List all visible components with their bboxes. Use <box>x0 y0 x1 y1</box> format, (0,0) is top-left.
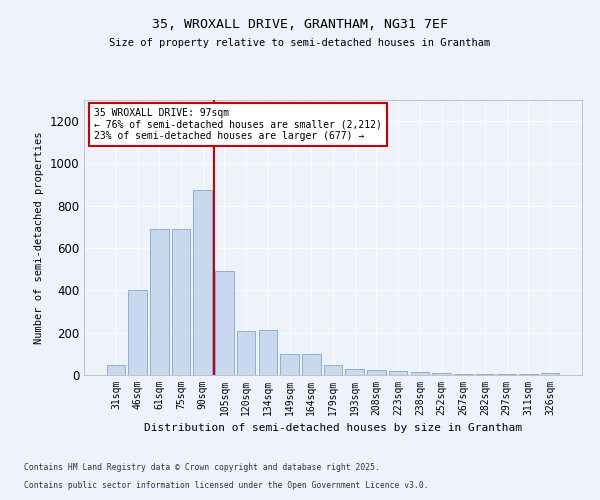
Bar <box>389 371 407 375</box>
Text: Contains HM Land Registry data © Crown copyright and database right 2025.: Contains HM Land Registry data © Crown c… <box>24 464 380 472</box>
Bar <box>497 374 516 375</box>
Y-axis label: Number of semi-detached properties: Number of semi-detached properties <box>34 131 44 344</box>
Text: Size of property relative to semi-detached houses in Grantham: Size of property relative to semi-detach… <box>109 38 491 48</box>
Text: 35 WROXALL DRIVE: 97sqm
← 76% of semi-detached houses are smaller (2,212)
23% of: 35 WROXALL DRIVE: 97sqm ← 76% of semi-de… <box>94 108 382 142</box>
Bar <box>150 229 169 375</box>
Bar <box>128 290 147 375</box>
Bar <box>519 374 538 375</box>
Text: Contains public sector information licensed under the Open Government Licence v3: Contains public sector information licen… <box>24 481 428 490</box>
Bar <box>367 370 386 375</box>
Bar <box>193 190 212 375</box>
Bar <box>280 354 299 375</box>
Bar <box>237 330 256 375</box>
Bar <box>259 330 277 375</box>
Bar <box>107 366 125 375</box>
X-axis label: Distribution of semi-detached houses by size in Grantham: Distribution of semi-detached houses by … <box>144 424 522 434</box>
Bar <box>215 272 233 375</box>
Text: 35, WROXALL DRIVE, GRANTHAM, NG31 7EF: 35, WROXALL DRIVE, GRANTHAM, NG31 7EF <box>152 18 448 30</box>
Bar <box>541 373 559 375</box>
Bar <box>172 229 190 375</box>
Bar <box>346 368 364 375</box>
Bar <box>302 354 320 375</box>
Bar <box>433 373 451 375</box>
Bar <box>324 366 342 375</box>
Bar <box>410 372 429 375</box>
Bar <box>476 374 494 375</box>
Bar <box>454 374 473 375</box>
